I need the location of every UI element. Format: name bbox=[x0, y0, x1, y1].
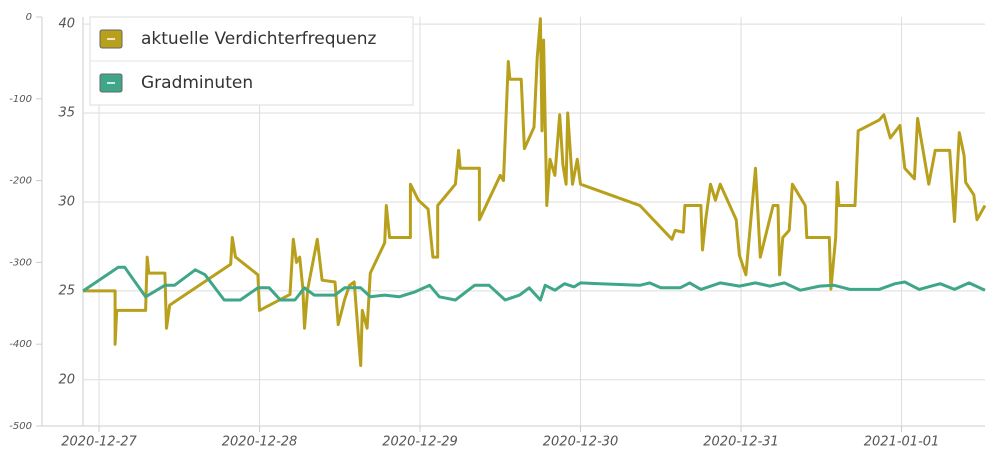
y-tick-label: 40 bbox=[58, 17, 75, 32]
y2-tick-label: -300 bbox=[9, 257, 32, 268]
y-tick-label: 30 bbox=[58, 194, 75, 209]
series-line bbox=[83, 17, 987, 367]
series-line bbox=[82, 265, 986, 302]
x-tick-label: 2020-12-27 bbox=[61, 435, 137, 450]
y-tick-label: 35 bbox=[58, 106, 75, 121]
x-tick-label: 2020-12-28 bbox=[222, 435, 298, 450]
x-tick-label: 2021-01-01 bbox=[864, 435, 940, 450]
y2-tick-label: -400 bbox=[9, 339, 32, 350]
y-tick-label: 25 bbox=[58, 283, 75, 298]
y2-tick-label: -200 bbox=[9, 176, 32, 187]
y2-tick-label: -500 bbox=[9, 421, 32, 432]
x-tick-label: 2020-12-30 bbox=[543, 435, 619, 450]
y-tick-label: 20 bbox=[58, 372, 75, 387]
y2-tick-label: -100 bbox=[9, 94, 32, 105]
x-tick-label: 2020-12-31 bbox=[703, 435, 779, 450]
legend-label: aktuelle Verdichterfrequenz bbox=[141, 29, 377, 49]
y2-tick-label: 0 bbox=[26, 12, 32, 23]
legend-label: Gradminuten bbox=[141, 73, 253, 93]
x-tick-label: 2020-12-29 bbox=[382, 435, 458, 450]
